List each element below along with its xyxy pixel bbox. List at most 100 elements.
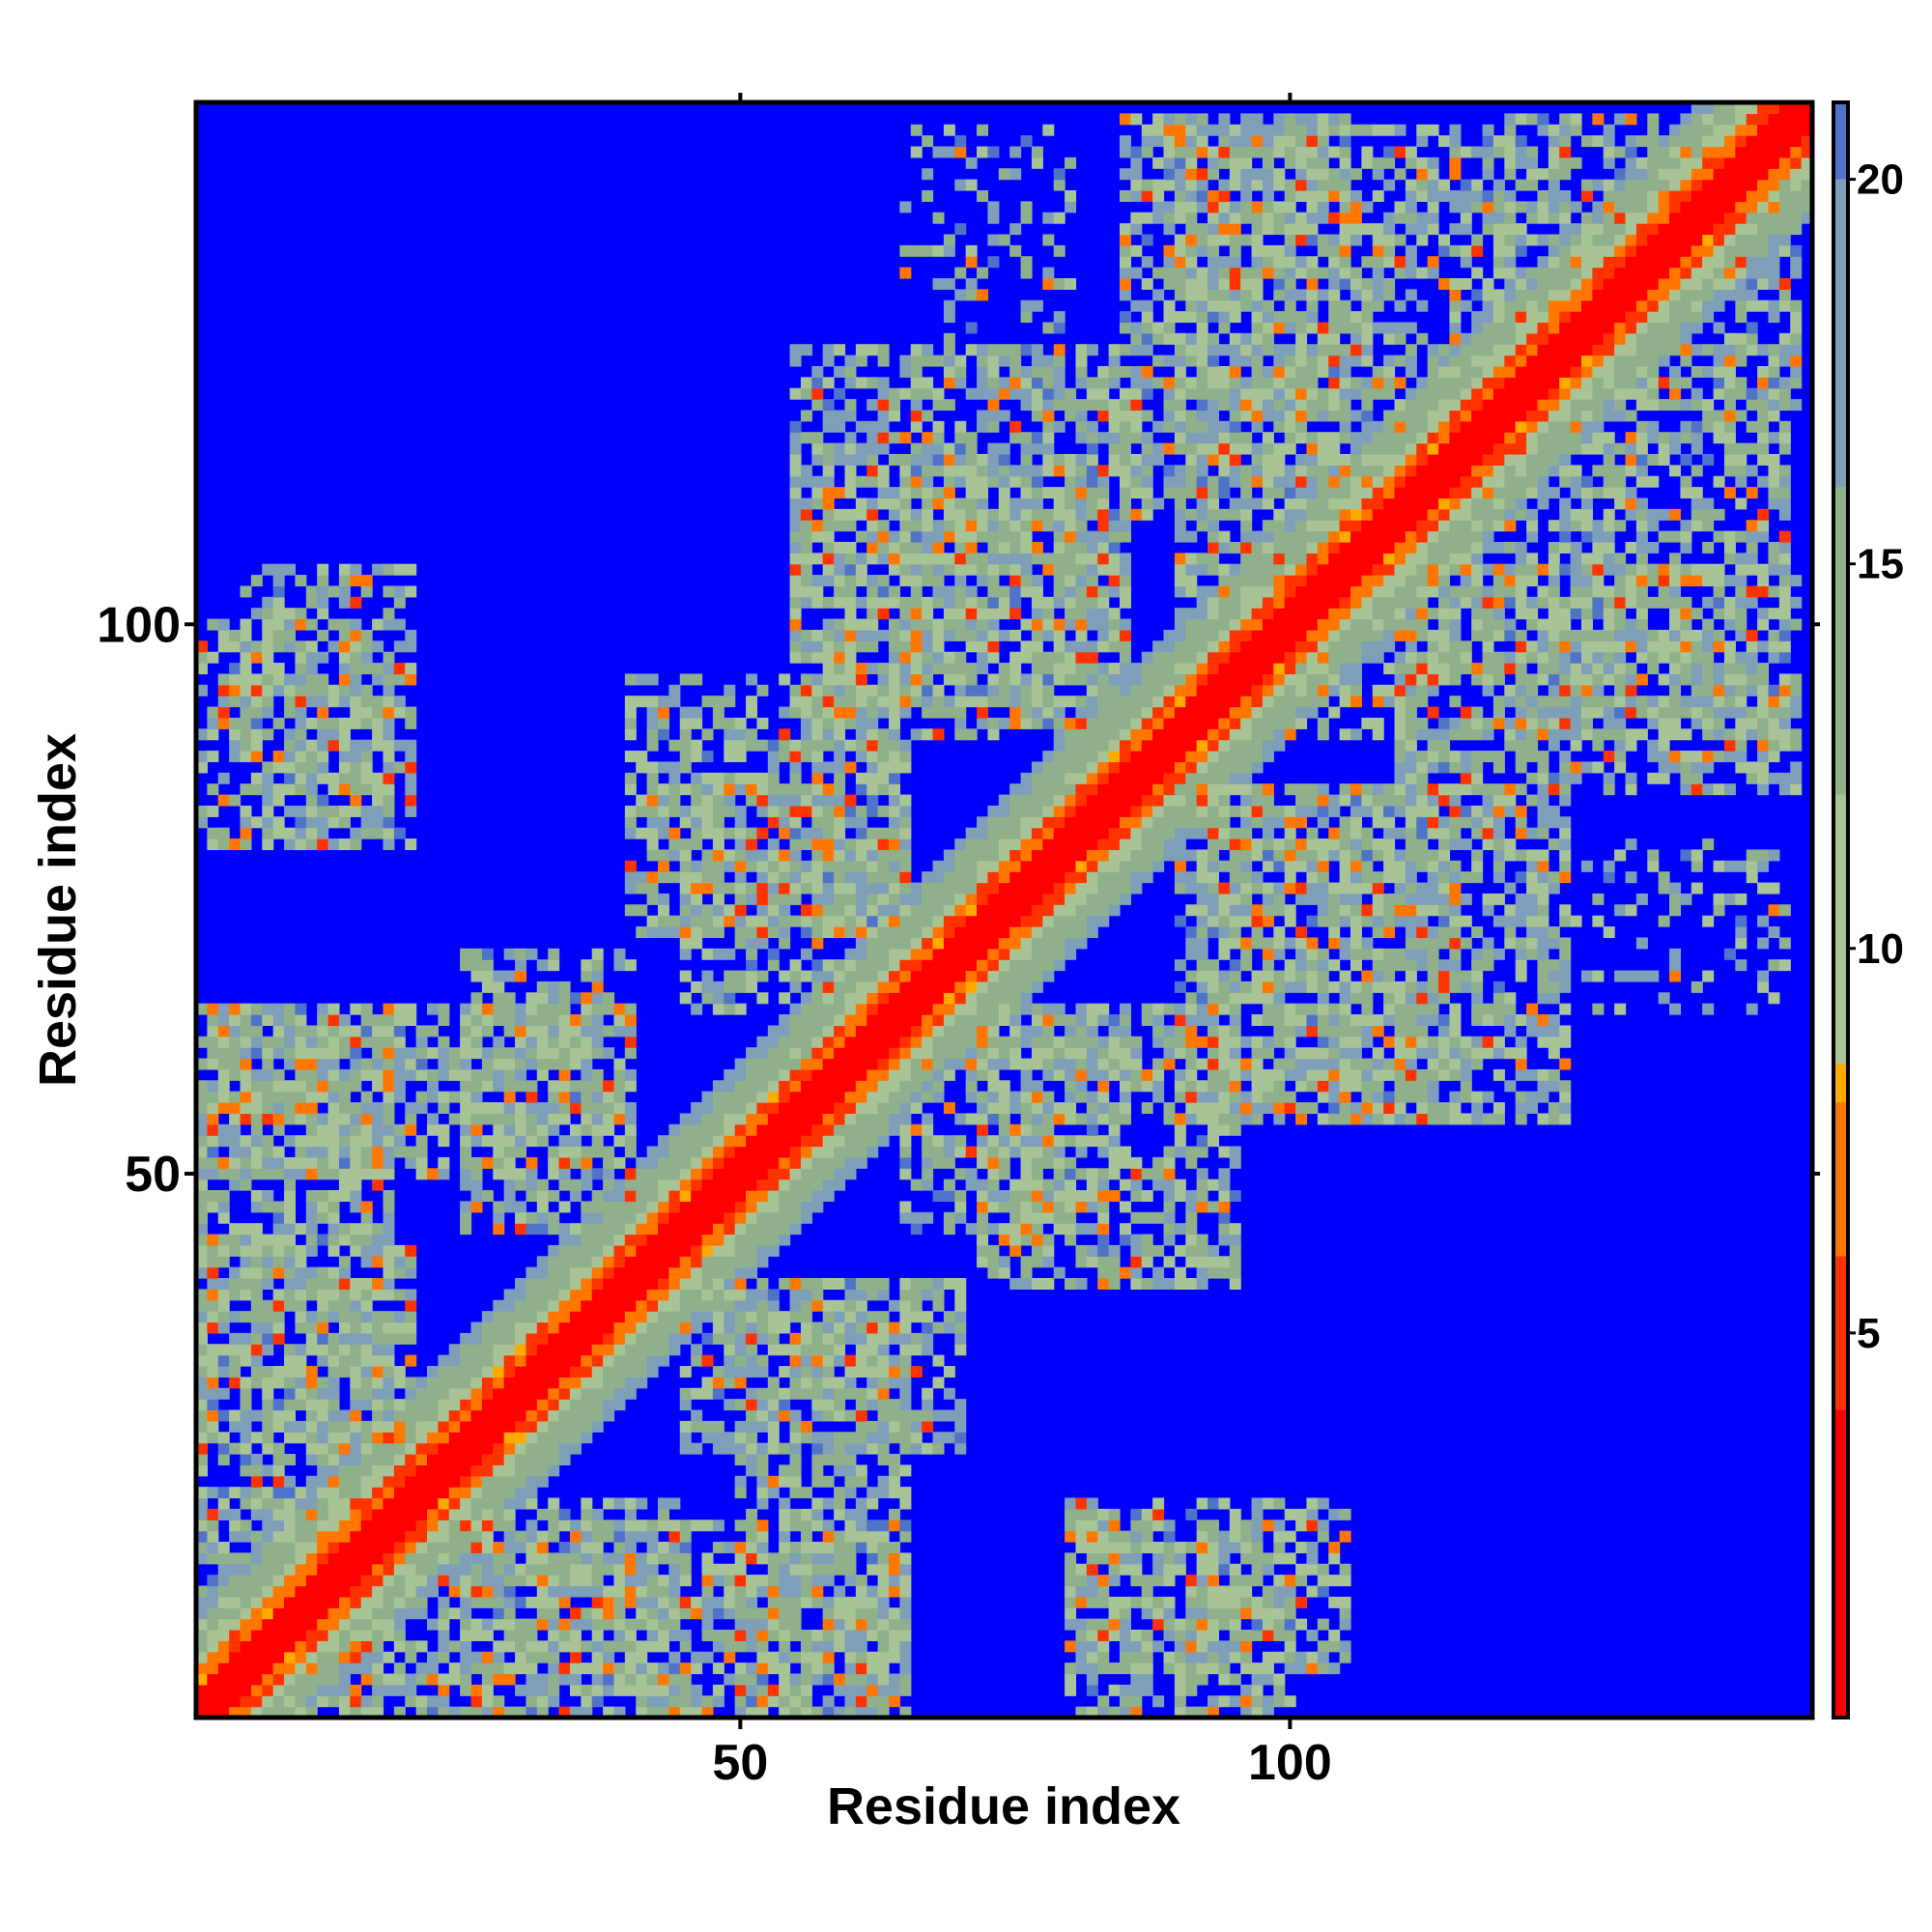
heatmap-cell bbox=[393, 1706, 406, 1719]
heatmap-cell bbox=[910, 1432, 923, 1444]
heatmap-cell bbox=[899, 1651, 912, 1663]
heatmap-cell bbox=[217, 1135, 230, 1148]
heatmap-cell bbox=[789, 1299, 802, 1312]
heatmap-cell bbox=[405, 1684, 417, 1696]
heatmap-cell bbox=[789, 970, 802, 982]
heatmap-cell bbox=[305, 1630, 318, 1641]
heatmap-cell bbox=[305, 1080, 318, 1093]
heatmap-cell bbox=[360, 1036, 373, 1048]
heatmap-cell bbox=[811, 1630, 824, 1641]
heatmap-cell bbox=[889, 728, 900, 741]
heatmap-cell bbox=[899, 751, 912, 763]
heatmap-cell bbox=[977, 948, 989, 960]
heatmap-cell bbox=[372, 1442, 384, 1455]
heatmap-cell bbox=[613, 1618, 626, 1631]
heatmap-cell bbox=[756, 1058, 769, 1070]
heatmap-cell bbox=[548, 1366, 560, 1378]
heatmap-cell bbox=[338, 1497, 351, 1510]
heatmap-cell bbox=[932, 684, 945, 696]
heatmap-cell bbox=[977, 1201, 989, 1213]
heatmap-cell bbox=[338, 629, 351, 641]
heatmap-cell bbox=[217, 1003, 230, 1015]
heatmap-cell bbox=[691, 882, 703, 895]
heatmap-cell bbox=[965, 860, 978, 872]
heatmap-cell bbox=[811, 585, 824, 598]
heatmap-cell bbox=[977, 1190, 989, 1203]
heatmap-cell bbox=[867, 1695, 879, 1708]
heatmap-cell bbox=[767, 959, 780, 972]
heatmap-cell bbox=[789, 1651, 802, 1663]
heatmap-cell bbox=[899, 1552, 912, 1565]
heatmap-cell bbox=[591, 1366, 604, 1378]
heatmap-cell bbox=[591, 1211, 604, 1224]
heatmap-cell bbox=[240, 640, 252, 653]
heatmap-cell bbox=[734, 1068, 747, 1081]
heatmap-cell bbox=[691, 1190, 703, 1203]
heatmap-cell bbox=[284, 1640, 297, 1653]
heatmap-cell bbox=[503, 1530, 516, 1543]
heatmap-cell bbox=[262, 1332, 274, 1345]
heatmap-cell bbox=[415, 1156, 428, 1169]
heatmap-cell bbox=[481, 1706, 494, 1719]
heatmap-cell bbox=[844, 1640, 857, 1653]
heatmap-cell bbox=[734, 1607, 747, 1620]
heatmap-cell bbox=[932, 530, 945, 543]
heatmap-cell bbox=[305, 1596, 318, 1608]
heatmap-cell bbox=[229, 717, 242, 729]
heatmap-cell bbox=[470, 1454, 483, 1465]
heatmap-cell bbox=[338, 1354, 351, 1367]
heatmap-cell bbox=[360, 1497, 373, 1510]
heatmap-cell bbox=[922, 1278, 934, 1290]
heatmap-cell bbox=[240, 1520, 252, 1532]
heatmap-cell bbox=[405, 1354, 417, 1367]
heatmap-cell bbox=[272, 1223, 285, 1236]
heatmap-cell bbox=[405, 1432, 417, 1444]
heatmap-cell bbox=[548, 1321, 560, 1334]
heatmap-cell bbox=[581, 970, 593, 982]
heatmap-cell bbox=[569, 992, 582, 1005]
heatmap-cell bbox=[262, 1156, 274, 1169]
heatmap-cell bbox=[295, 1036, 307, 1048]
heatmap-cell bbox=[558, 1266, 571, 1279]
heatmap-cell bbox=[536, 959, 549, 972]
heatmap-cell bbox=[734, 751, 747, 763]
heatmap-cell bbox=[372, 1135, 384, 1148]
heatmap-cell bbox=[746, 980, 758, 993]
heatmap-cell bbox=[746, 1508, 758, 1520]
heatmap-cell bbox=[811, 860, 824, 872]
heatmap-cell bbox=[503, 970, 516, 982]
heatmap-cell bbox=[295, 1014, 307, 1027]
heatmap-cell bbox=[877, 629, 890, 641]
heatmap-cell bbox=[460, 1058, 472, 1070]
heatmap-cell bbox=[558, 1289, 571, 1301]
heatmap-cell bbox=[360, 1596, 373, 1608]
heatmap-cell bbox=[834, 1278, 846, 1290]
heatmap-cell bbox=[932, 706, 945, 719]
heatmap-cell bbox=[746, 1409, 758, 1422]
heatmap-cell bbox=[383, 1201, 395, 1213]
heatmap-cell bbox=[295, 1552, 307, 1565]
heatmap-cell bbox=[229, 1563, 242, 1576]
heatmap-cell bbox=[977, 508, 989, 521]
heatmap-cell bbox=[889, 871, 900, 884]
heatmap-cell bbox=[910, 937, 923, 950]
heatmap-cell bbox=[393, 1014, 406, 1027]
heatmap-cell bbox=[536, 1113, 549, 1125]
heatmap-cell bbox=[822, 1113, 835, 1125]
heatmap-cell bbox=[250, 783, 263, 796]
heatmap-cell bbox=[932, 904, 945, 917]
heatmap-cell bbox=[591, 1091, 604, 1103]
heatmap-cell bbox=[470, 1025, 483, 1037]
heatmap-cell bbox=[262, 728, 274, 741]
heatmap-cell bbox=[383, 1464, 395, 1477]
heatmap-cell bbox=[767, 1146, 780, 1158]
heatmap-cell bbox=[779, 1640, 791, 1653]
heatmap-cell bbox=[877, 1432, 890, 1444]
heatmap-cell bbox=[844, 365, 857, 378]
heatmap-cell bbox=[526, 1563, 538, 1576]
heatmap-cell bbox=[383, 1684, 395, 1696]
heatmap-cell bbox=[317, 1651, 329, 1663]
heatmap-cell bbox=[229, 663, 242, 675]
heatmap-cell bbox=[405, 772, 417, 784]
heatmap-cell bbox=[822, 1278, 835, 1290]
